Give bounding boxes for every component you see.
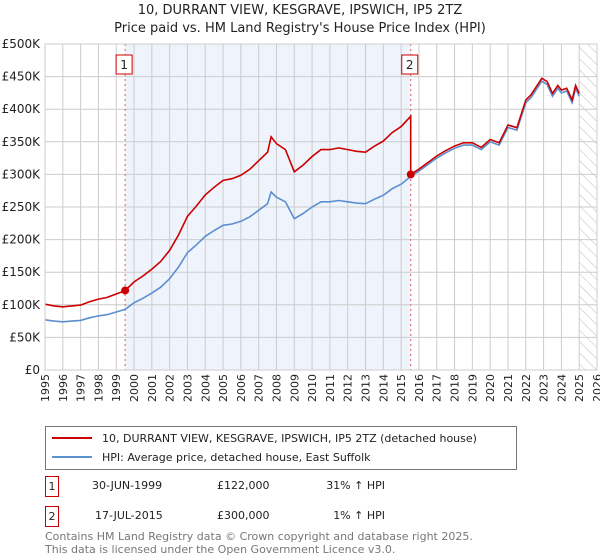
legend-price-label: 10, DURRANT VIEW, KESGRAVE, IPSWICH, IP5… xyxy=(102,431,477,445)
transaction-hpi: 1% ↑ HPI xyxy=(333,509,385,522)
x-tick-label: 2023 xyxy=(538,374,551,402)
sale-point xyxy=(406,170,415,179)
y-tick-label: £50K xyxy=(9,330,41,344)
x-tick-label: 2011 xyxy=(324,374,337,402)
sale-label-box xyxy=(115,54,133,75)
plot-border xyxy=(44,43,598,371)
chart-title: 10, DURRANT VIEW, KESGRAVE, IPSWICH, IP5… xyxy=(137,3,463,18)
transaction-row: 1 30-JUN-1999 £122,000 31% ↑ HPI xyxy=(45,476,405,497)
x-tick-label: 1997 xyxy=(75,374,88,402)
transaction-number: 1 xyxy=(45,476,59,497)
transaction-price: £122,000 xyxy=(217,479,270,492)
y-tick-label: £250K xyxy=(2,200,42,214)
x-tick-label: 2021 xyxy=(502,374,515,402)
x-tick-label: 2001 xyxy=(146,374,159,402)
footer: Contains HM Land Registry data © Crown c… xyxy=(45,530,473,556)
x-tick-label: 2003 xyxy=(181,374,194,402)
y-tick-label: £400K xyxy=(2,102,42,116)
y-tick-label: £350K xyxy=(2,135,42,149)
x-tick-label: 2010 xyxy=(306,374,319,402)
price-line xyxy=(44,77,580,308)
legend-hpi-swatch xyxy=(52,456,92,458)
y-tick-label: £450K xyxy=(2,70,42,84)
x-tick-label: 2015 xyxy=(395,374,408,402)
footer-copyright: Contains HM Land Registry data © Crown c… xyxy=(45,530,473,543)
x-tick-label: 2017 xyxy=(431,374,444,402)
x-tick-label: 2026 xyxy=(591,374,600,402)
y-tick-label: £100K xyxy=(2,298,42,312)
legend-price-swatch xyxy=(52,437,92,439)
transaction-date: 17-JUL-2015 xyxy=(95,509,163,522)
sale-label-box xyxy=(401,54,419,75)
x-tick-label: 2022 xyxy=(520,374,533,402)
x-tick-label: 2020 xyxy=(484,374,497,402)
y-tick-label: £200K xyxy=(2,233,42,247)
x-tick-label: 2012 xyxy=(342,374,355,402)
x-tick-label: 1995 xyxy=(39,374,52,402)
sale-point xyxy=(121,286,130,295)
y-tick-label: £0 xyxy=(25,363,40,377)
x-tick-label: 2018 xyxy=(449,374,462,402)
x-tick-label: 2019 xyxy=(466,374,479,402)
transaction-price: £300,000 xyxy=(217,509,270,522)
x-tick-label: 2016 xyxy=(413,374,426,402)
x-tick-label: 2014 xyxy=(377,374,390,402)
x-tick-label: 1999 xyxy=(110,374,123,402)
x-tick-label: 1996 xyxy=(57,374,70,402)
transaction-row: 2 17-JUL-2015 £300,000 1% ↑ HPI xyxy=(45,506,405,527)
transaction-number: 2 xyxy=(45,506,59,527)
chart-subtitle: Price paid vs. HM Land Registry's House … xyxy=(114,21,486,36)
y-tick-label: £150K xyxy=(2,265,42,279)
x-tick-label: 2008 xyxy=(270,374,283,402)
x-tick-label: 2005 xyxy=(217,374,230,402)
legend-hpi-label: HPI: Average price, detached house, East… xyxy=(102,450,371,464)
y-tick-label: £300K xyxy=(2,167,42,181)
transaction-hpi: 31% ↑ HPI xyxy=(326,479,385,492)
sale-label: 2 xyxy=(406,58,414,72)
x-tick-label: 2006 xyxy=(235,374,248,402)
transaction-date: 30-JUN-1999 xyxy=(92,479,163,492)
plot-area: 1995 1996 1997 1998 1999 2000 2001 2002 2003 2004… xyxy=(2,37,600,402)
y-tick-label: £500K xyxy=(2,37,42,51)
footer-licence: This data is licensed under the Open Gov… xyxy=(45,543,396,556)
x-tick-label: 2004 xyxy=(199,374,212,402)
x-tick-label: 2002 xyxy=(164,374,177,402)
legend: 10, DURRANT VIEW, KESGRAVE, IPSWICH, IP5… xyxy=(45,426,517,470)
x-tick-label: 2024 xyxy=(555,374,568,402)
x-tick-label: 2000 xyxy=(128,374,141,402)
x-tick-label: 2025 xyxy=(573,374,586,402)
x-tick-label: 1998 xyxy=(92,374,105,402)
x-tick-label: 2009 xyxy=(288,374,301,402)
x-tick-label: 2007 xyxy=(253,374,266,402)
x-tick-label: 2013 xyxy=(360,374,373,402)
sale-label: 1 xyxy=(120,58,128,72)
